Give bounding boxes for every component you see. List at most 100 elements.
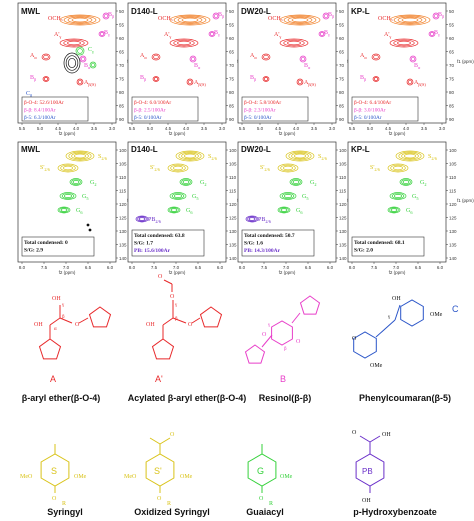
contour: [209, 32, 215, 36]
a-beta-s-peak: [296, 78, 304, 86]
contour: [67, 40, 81, 46]
f1-tick-label: 105: [449, 162, 457, 167]
sprime26-label: S'2/6: [370, 165, 381, 172]
f1-tick-label: 125: [229, 216, 237, 221]
meo-label: MeO: [124, 474, 137, 480]
contour: [261, 53, 271, 61]
f2-tick-label: 6.0: [107, 265, 114, 270]
contour: [391, 193, 405, 199]
contour: [392, 165, 404, 171]
sg-value: S/G: 2.9: [24, 248, 43, 254]
b-beta-label: Bβ: [108, 12, 115, 19]
f1-tick-label: 130: [119, 229, 127, 234]
f1-tick-label: 55: [449, 23, 455, 28]
a-beta-s-peak: [406, 78, 414, 86]
contour: [171, 193, 185, 199]
contour: [406, 78, 414, 86]
contour: [291, 152, 309, 160]
f1-tick-label: 90: [229, 117, 235, 122]
o-label: O: [170, 432, 175, 438]
f2-tick-label: 3.5: [201, 126, 208, 131]
contour: [299, 55, 307, 63]
beta-label: β: [284, 347, 287, 352]
f1-tick-label: 60: [449, 36, 455, 41]
f1-tick-label: 100: [119, 148, 127, 153]
f1-tick-label: 110: [339, 175, 347, 180]
contour: [262, 76, 270, 82]
f1-tick-label: 55: [119, 23, 125, 28]
f1-tick-label: 80: [339, 90, 345, 95]
contour: [137, 216, 147, 222]
contour: [433, 13, 439, 19]
condensed-box: [241, 229, 315, 257]
contour: [291, 179, 301, 185]
a-beta-s-label: Aβ(S): [304, 80, 316, 87]
f2-tick-label: 6.0: [437, 265, 444, 270]
sg-value: S/G: 1.7: [134, 241, 153, 247]
contour: [296, 78, 304, 86]
b-beta-label: Bβ: [218, 12, 225, 19]
f1-tick-label: 140: [449, 256, 457, 261]
contour: [323, 13, 329, 19]
contour: [387, 163, 409, 173]
contour: [429, 32, 435, 36]
f1-tick-label: 110: [229, 175, 237, 180]
bond: [49, 317, 61, 326]
contour: [395, 150, 425, 162]
sg-value: S/G: 1.6: [244, 241, 263, 247]
contour: [167, 163, 189, 173]
f2-tick-label: 7.5: [41, 265, 48, 270]
contour: [371, 53, 381, 61]
och3-peak: [169, 14, 211, 26]
contour: [393, 15, 427, 25]
f2-tick-label: 3.0: [109, 126, 116, 131]
contour: [153, 54, 159, 60]
beta-label: β: [175, 317, 178, 322]
contour: [177, 16, 203, 24]
contour: [213, 13, 219, 19]
contour: [167, 206, 181, 214]
o-label: O: [75, 322, 80, 328]
contour: [189, 55, 197, 63]
contour: [277, 163, 299, 173]
g5-label: G5: [82, 194, 89, 201]
b-beta-low-label: Bβ: [30, 75, 37, 82]
bond: [163, 279, 173, 285]
g2-label: G2: [200, 180, 207, 187]
f1-tick-label: 125: [449, 216, 457, 221]
b-beta-low-peak: [262, 76, 270, 82]
f2-tick-label: 8.0: [349, 265, 356, 270]
aromatic-ring: [244, 344, 266, 364]
f1-tick-label: 60: [229, 36, 235, 41]
g2-label: G2: [420, 180, 427, 187]
b-beta-label: Bβ: [328, 12, 335, 19]
bo4-value: β-O-4: 6.0/100Ar: [134, 100, 171, 106]
aromatic-ring: [38, 338, 62, 360]
g5-peak: [279, 192, 297, 200]
bo4-value: β-O-4: 5.8/100Ar: [244, 100, 281, 106]
contour: [401, 179, 411, 185]
contour: [287, 40, 301, 46]
contour: [43, 54, 49, 60]
contour: [170, 164, 186, 172]
o-label: O: [259, 496, 264, 502]
f1-tick-label: 120: [449, 202, 457, 207]
c-gamma-peak: [75, 46, 85, 56]
s26-label: S2/6: [428, 154, 438, 161]
structure-letter-aprime: A': [155, 374, 163, 384]
a-beta-s-label: Aβ(S): [84, 80, 96, 87]
caption-syringyl: Syringyl: [47, 507, 83, 517]
o-label: O: [262, 332, 267, 338]
och3-peak: [279, 14, 321, 26]
caption-acylated-beta-aryl-ether: Acylated β-aryl ether(β-O-4): [127, 393, 247, 403]
b-alpha-peak: [79, 55, 87, 63]
f1-tick-label: 75: [449, 77, 455, 82]
ome-label: OMe: [370, 363, 383, 369]
contour: [280, 164, 296, 172]
f1-tick-label: 70: [339, 63, 345, 68]
sprime26-peak: [277, 163, 299, 173]
contour: [65, 55, 79, 71]
f1-tick-label: 80: [119, 90, 125, 95]
b-gamma-label: Bγ: [434, 30, 440, 37]
contour: [60, 164, 76, 172]
